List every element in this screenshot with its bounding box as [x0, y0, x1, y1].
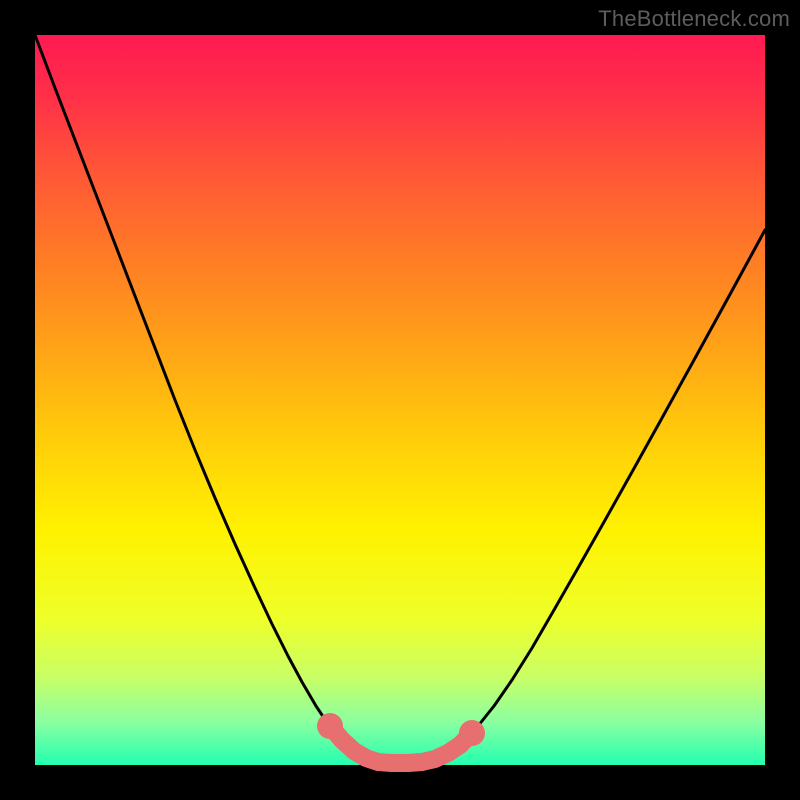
highlight-end-marker: [317, 713, 343, 739]
highlight-end-marker: [459, 720, 485, 746]
plot-background: [35, 35, 765, 765]
bottleneck-curve-chart: [0, 0, 800, 800]
chart-container: TheBottleneck.com: [0, 0, 800, 800]
watermark-text: TheBottleneck.com: [598, 6, 790, 32]
